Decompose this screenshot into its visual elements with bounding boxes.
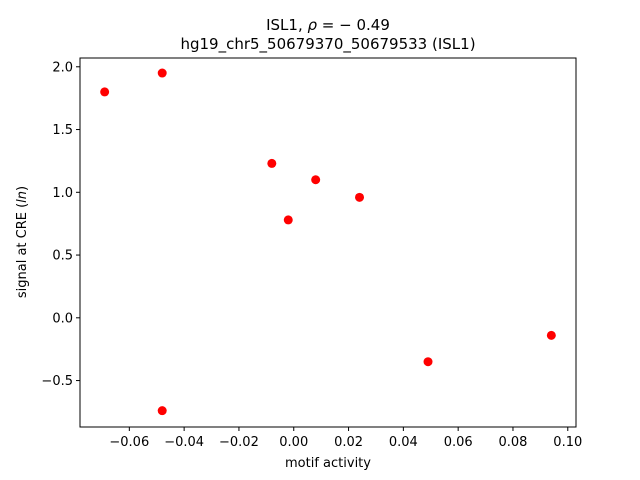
data-point xyxy=(157,68,167,78)
x-tick-label: −0.02 xyxy=(219,435,259,450)
data-point xyxy=(546,330,556,340)
x-tick-label: 0.10 xyxy=(553,435,582,450)
x-axis-label: motif activity xyxy=(285,456,371,471)
y-axis-label-prefix: signal at CRE ( xyxy=(15,203,30,298)
data-point xyxy=(267,158,277,168)
plot-area-frame xyxy=(79,57,577,428)
x-tick-label: 0.08 xyxy=(498,435,527,450)
data-point xyxy=(423,357,433,367)
x-tick-label: −0.04 xyxy=(164,435,204,450)
y-axis-ticks: −0.5 0.0 0.5 1.0 1.5 2.0 xyxy=(41,60,80,389)
chart-title-suffix: = − 0.49 xyxy=(317,16,390,34)
data-point xyxy=(283,215,293,225)
y-tick-label: −0.5 xyxy=(41,374,73,389)
y-tick-label: 0.0 xyxy=(52,311,73,326)
x-tick-label: 0.06 xyxy=(444,435,473,450)
chart-title-prefix: ISL1, xyxy=(266,16,307,34)
y-tick-label: 0.5 xyxy=(52,249,73,264)
y-tick-label: 1.0 xyxy=(52,186,73,201)
y-axis-label-suffix: ) xyxy=(15,186,30,191)
data-point xyxy=(311,175,321,185)
y-axis-label-italic: ln xyxy=(15,191,30,203)
x-axis-ticks: −0.06 −0.04 −0.02 0.00 0.02 0.04 0.06 0.08 0.10 xyxy=(109,427,582,450)
x-tick-label: 0.00 xyxy=(279,435,308,450)
data-point xyxy=(100,87,110,97)
data-point xyxy=(355,192,365,202)
data-points xyxy=(100,68,556,416)
y-axis-label: signal at CRE (ln) xyxy=(15,186,30,298)
y-tick-label: 1.5 xyxy=(52,123,73,138)
x-tick-label: 0.02 xyxy=(334,435,363,450)
x-tick-label: −0.06 xyxy=(109,435,149,450)
chart-title-rho: ρ xyxy=(308,16,318,34)
chart-title: ISL1, ρ = − 0.49 xyxy=(266,16,390,34)
y-tick-label: 2.0 xyxy=(52,60,73,75)
chart-subtitle: hg19_chr5_50679370_50679533 (ISL1) xyxy=(180,35,475,54)
x-tick-label: 0.04 xyxy=(389,435,418,450)
data-point xyxy=(157,406,167,416)
